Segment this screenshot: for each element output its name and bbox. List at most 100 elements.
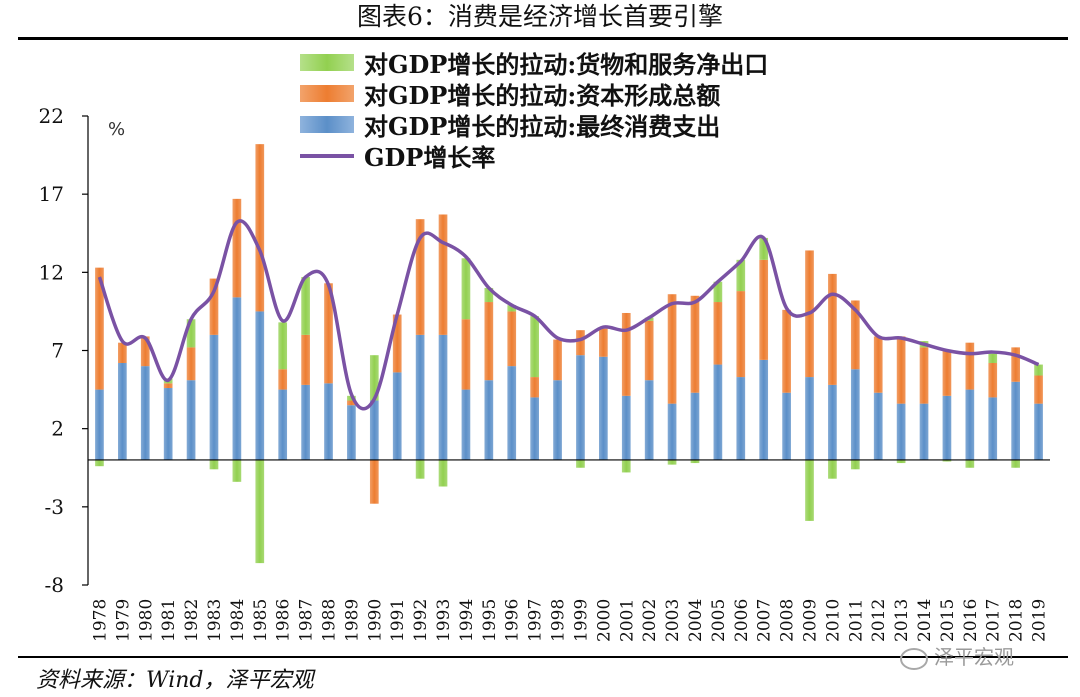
legend-label-capital: 对GDP增长的拉动:资本形成总额 [364,81,721,110]
bar-capital [736,291,746,378]
chart-legend: 对GDP增长的拉动:货物和服务净出口 对GDP增长的拉动:资本形成总额 对GDP… [300,47,768,172]
bar-net-exports [965,459,975,468]
bar-consumption [644,380,654,460]
wechat-icon [900,647,928,670]
bar-capital [209,278,219,335]
bar-capital [873,336,883,393]
bar-consumption [301,384,310,460]
x-tick-label: 2019 [1030,599,1050,642]
bar-consumption [1011,381,1020,460]
legend-label-gdp: GDP增长率 [364,143,496,172]
legend-swatch-consumption [300,116,354,133]
bar-capital [347,400,356,406]
bar-consumption [553,380,562,460]
bar-capital [828,273,837,385]
bar-net-exports [1011,459,1020,468]
x-tick-label: 1989 [342,599,362,642]
bar-net-exports [690,459,700,464]
bar-capital [553,339,562,381]
bar-net-exports [828,459,837,479]
bar-net-exports [850,459,860,470]
y-tick-label: 17 [39,182,64,206]
bar-net-exports [667,459,677,465]
watermark: 泽平宏观 [900,641,1014,670]
bar-consumption [278,389,288,460]
bar-consumption [965,389,975,460]
bar-consumption [599,356,608,460]
bar-consumption [530,397,539,460]
bar-net-exports [759,237,769,260]
figure-title: 图表6：消费是经济增长首要引擎 [357,2,723,31]
x-tick-label: 2011 [846,599,866,642]
bar-capital [95,267,104,390]
legend-swatch-gdp-line [300,154,354,158]
bar-capital [965,342,975,390]
x-tick-label: 2018 [1007,599,1027,642]
gdp-line-group [97,219,1040,411]
bar-capital [369,459,379,504]
bar-consumption [1034,403,1043,460]
bar-capital [1034,375,1043,404]
legend-item-net-exports: 对GDP增长的拉动:货物和服务净出口 [300,47,768,79]
gdp-growth-line [97,219,1040,411]
bar-capital [140,336,150,367]
bar-consumption [484,380,494,460]
bar-consumption [713,364,723,460]
x-tick-label: 2005 [709,599,729,642]
bar-capital [988,363,998,398]
bar-net-exports [278,322,288,370]
bar-net-exports [232,459,242,482]
x-tick-label: 2004 [686,599,706,642]
bar-net-exports [301,277,310,335]
bar-series-group [95,144,1043,564]
bar-capital [782,309,791,393]
x-tick-label: 1981 [159,599,179,642]
bar-consumption [438,334,448,460]
x-tick-label: 2007 [755,599,775,642]
bar-capital [850,300,860,370]
y-tick-label: -3 [45,495,64,519]
bar-capital [1011,347,1020,382]
x-tick-label: 1988 [320,599,340,642]
bar-consumption [576,355,585,460]
x-tick-label: 1996 [503,599,523,642]
x-tick-label: 1993 [434,599,454,642]
x-tick-label: 1990 [365,599,385,642]
x-axis: 1978 1979 1980 1981 1982 1983 1984 1985 1986 1987… [88,459,1050,642]
bar-consumption [415,334,425,460]
bar-net-exports [507,305,517,312]
bar-capital [461,319,471,390]
bar-net-exports [461,258,471,320]
bar-consumption [942,395,952,460]
bar-net-exports [988,353,998,364]
bar-capital [415,219,425,335]
source-note: 资料来源：Wind，泽平宏观 [36,668,314,693]
bar-net-exports [942,459,952,462]
bar-consumption [209,334,219,460]
bar-consumption [873,392,883,460]
bar-capital [163,383,173,389]
legend-item-gdp: GDP增长率 [300,140,768,172]
bar-capital [118,342,127,364]
bar-net-exports [736,259,746,292]
x-tick-label: 2016 [961,599,981,642]
y-tick-label: 2 [51,417,64,441]
bar-net-exports [95,459,104,467]
x-tick-label: 2001 [617,599,637,642]
x-tick-label: 2000 [594,599,614,642]
bar-consumption [347,405,356,460]
bottom-rule [18,656,1068,658]
x-tick-label: 1999 [571,599,591,642]
bar-net-exports [576,459,585,468]
bar-capital [942,350,952,396]
bar-capital [186,347,196,381]
legend-item-consumption: 对GDP增长的拉动:最终消费支出 [300,109,768,141]
x-tick-label: 2002 [640,599,660,642]
bar-consumption [461,389,471,460]
bar-consumption [621,395,631,460]
bar-capital [667,294,677,404]
y-tick-label: 7 [51,339,64,363]
x-tick-label: 1995 [480,599,500,642]
x-tick-label: 2006 [732,599,752,642]
